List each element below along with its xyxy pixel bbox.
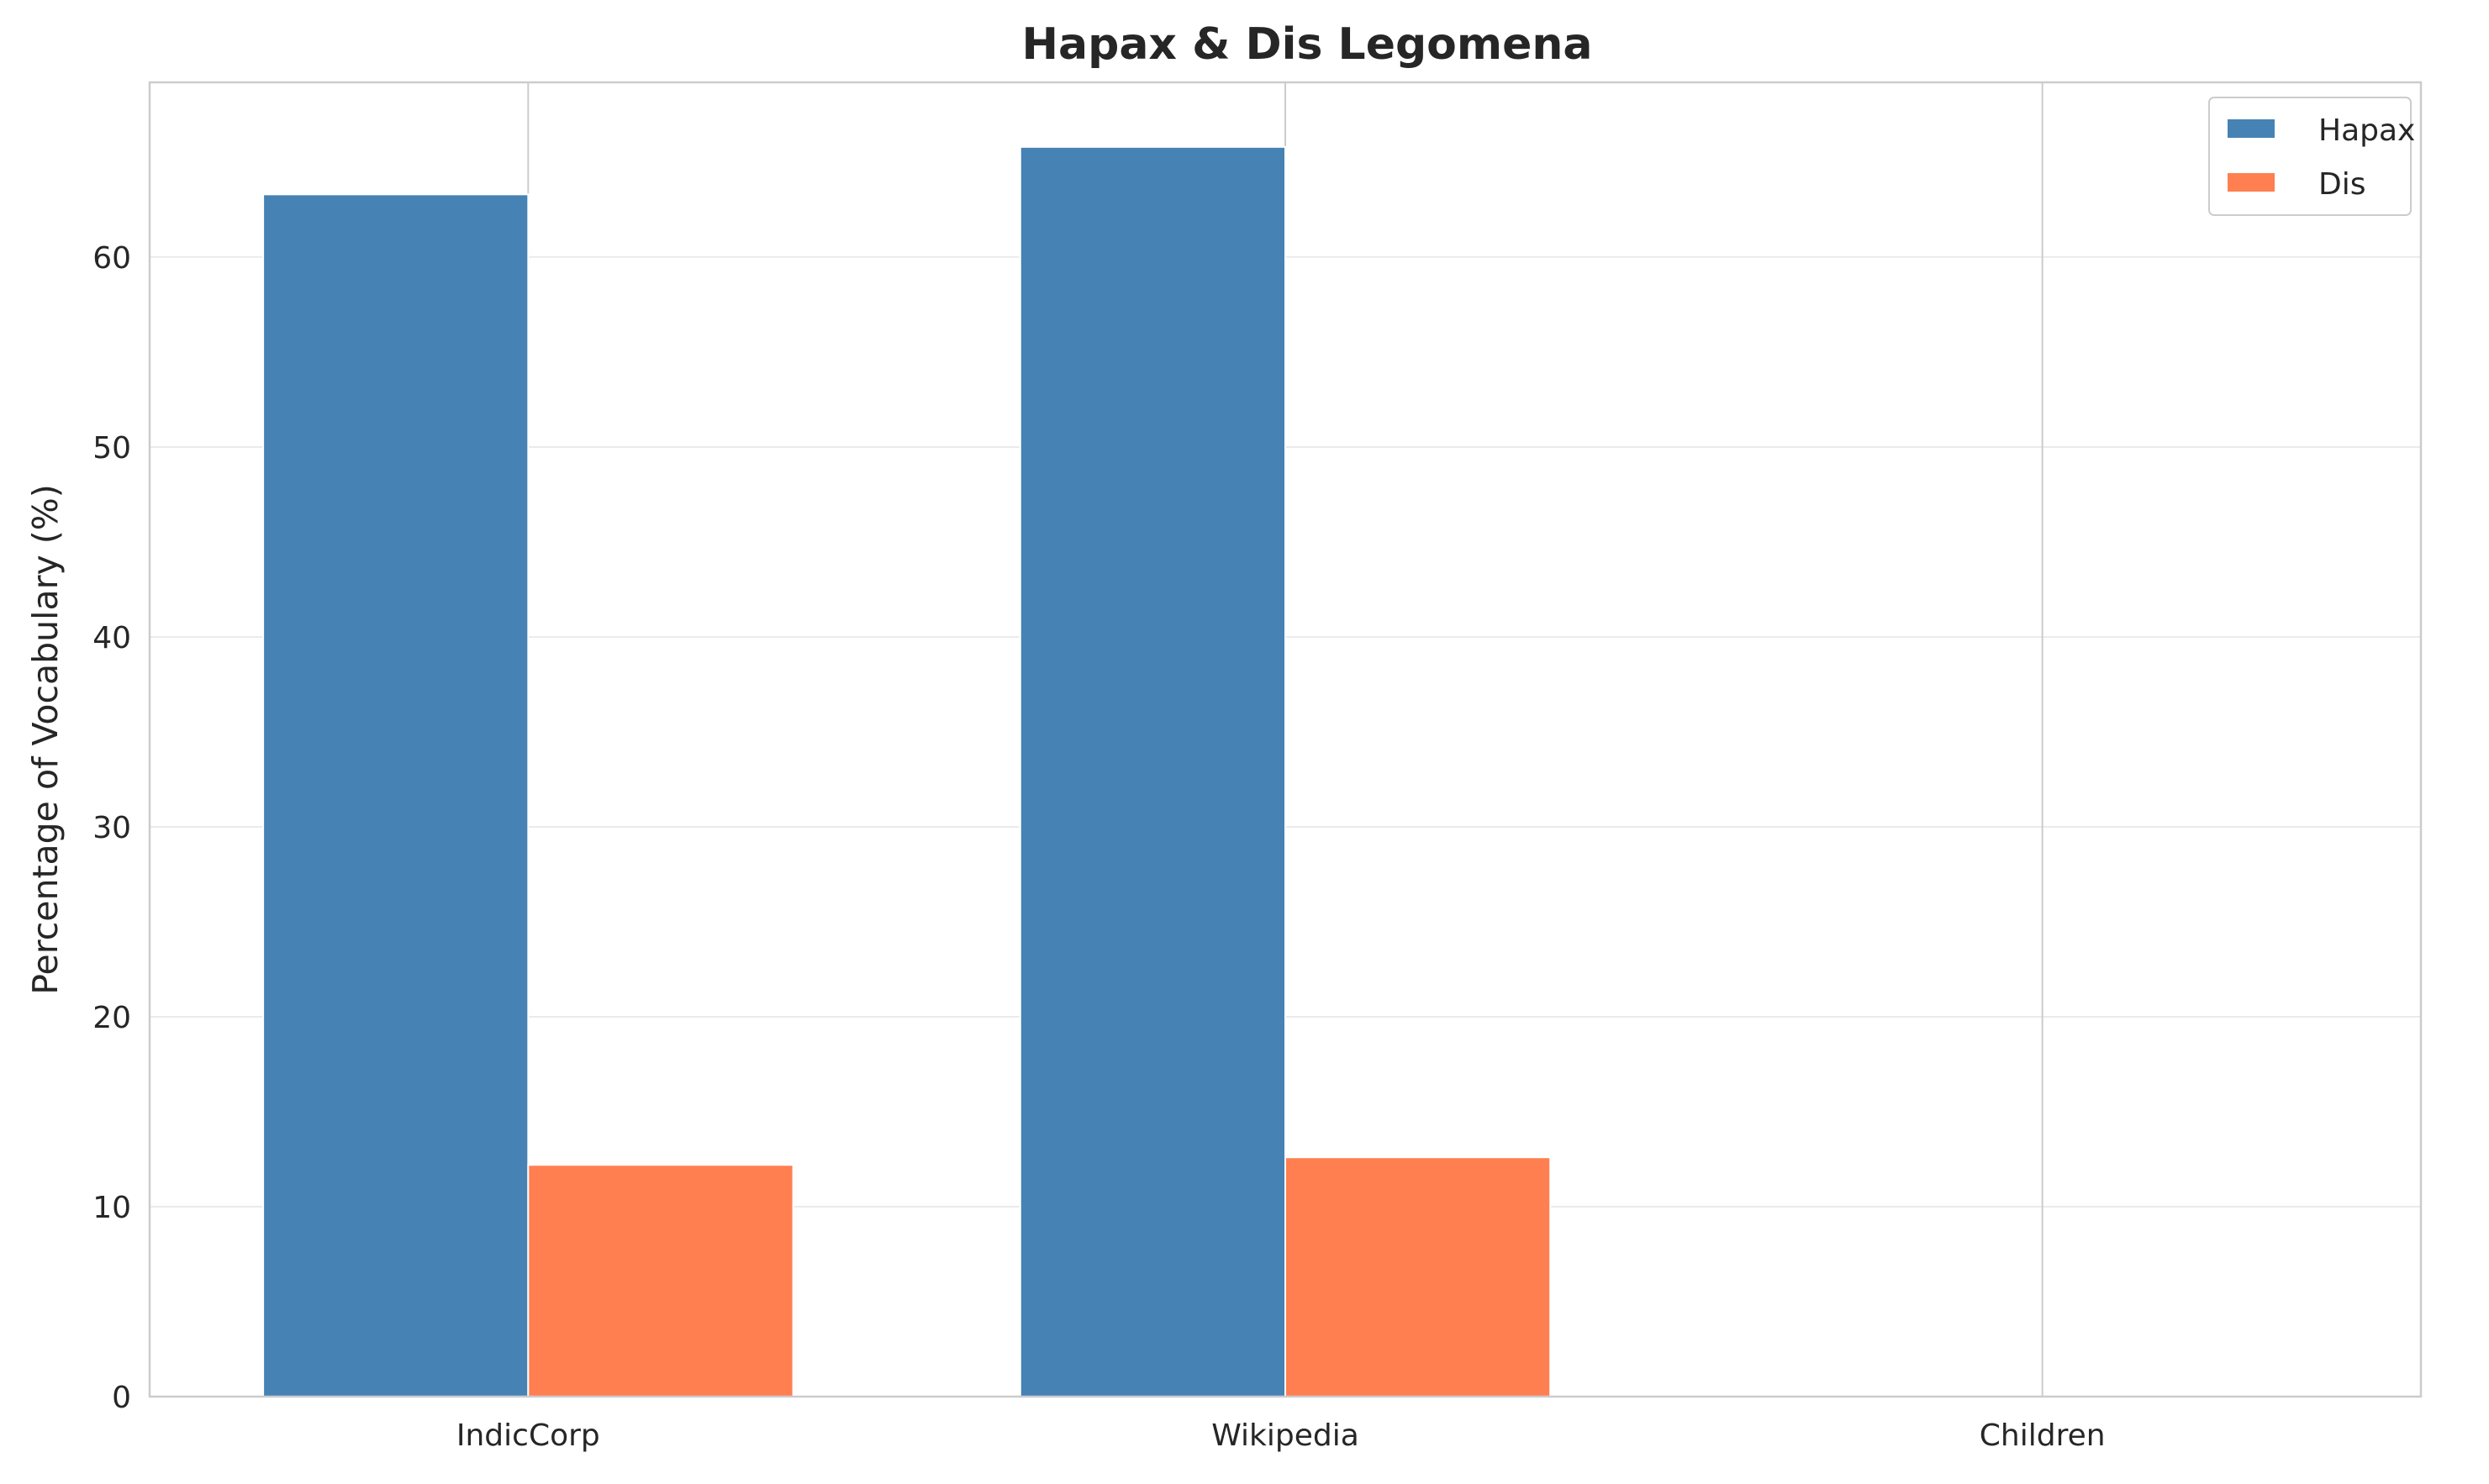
x-tick-label: Children (1980, 1418, 2106, 1453)
bar-hapax (1019, 145, 1287, 1398)
plot-frame (148, 81, 2423, 1398)
y-tick-label: 60 (92, 241, 131, 276)
legend-swatch-hapax (2228, 119, 2275, 138)
y-tick-label: 40 (92, 621, 131, 655)
legend-label-hapax: Hapax (2318, 113, 2415, 148)
y-tick-label: 0 (112, 1381, 131, 1415)
y-tick-label: 20 (92, 1001, 131, 1035)
bar-hapax (262, 193, 530, 1398)
chart-title: Hapax & Dis Legomena (1022, 19, 1593, 70)
x-tick-label: IndicCorp (456, 1418, 600, 1453)
y-tick-label: 30 (92, 811, 131, 845)
bar-dis (1284, 1156, 1552, 1398)
ticks-layer: 0 10 20 30 40 50 60 IndicCorp Wikipedia Children (92, 241, 2105, 1453)
bar-dis (527, 1164, 794, 1397)
legend-swatch-dis (2228, 173, 2275, 192)
legend: Hapax Dis (2208, 97, 2415, 216)
bars-layer (262, 145, 1552, 1398)
y-axis-label: Percentage of Vocabulary (%) (25, 484, 66, 994)
legend-label-dis: Dis (2318, 167, 2365, 202)
x-tick-label: Wikipedia (1211, 1418, 1359, 1453)
y-tick-label: 10 (92, 1191, 131, 1225)
y-tick-label: 50 (92, 431, 131, 466)
